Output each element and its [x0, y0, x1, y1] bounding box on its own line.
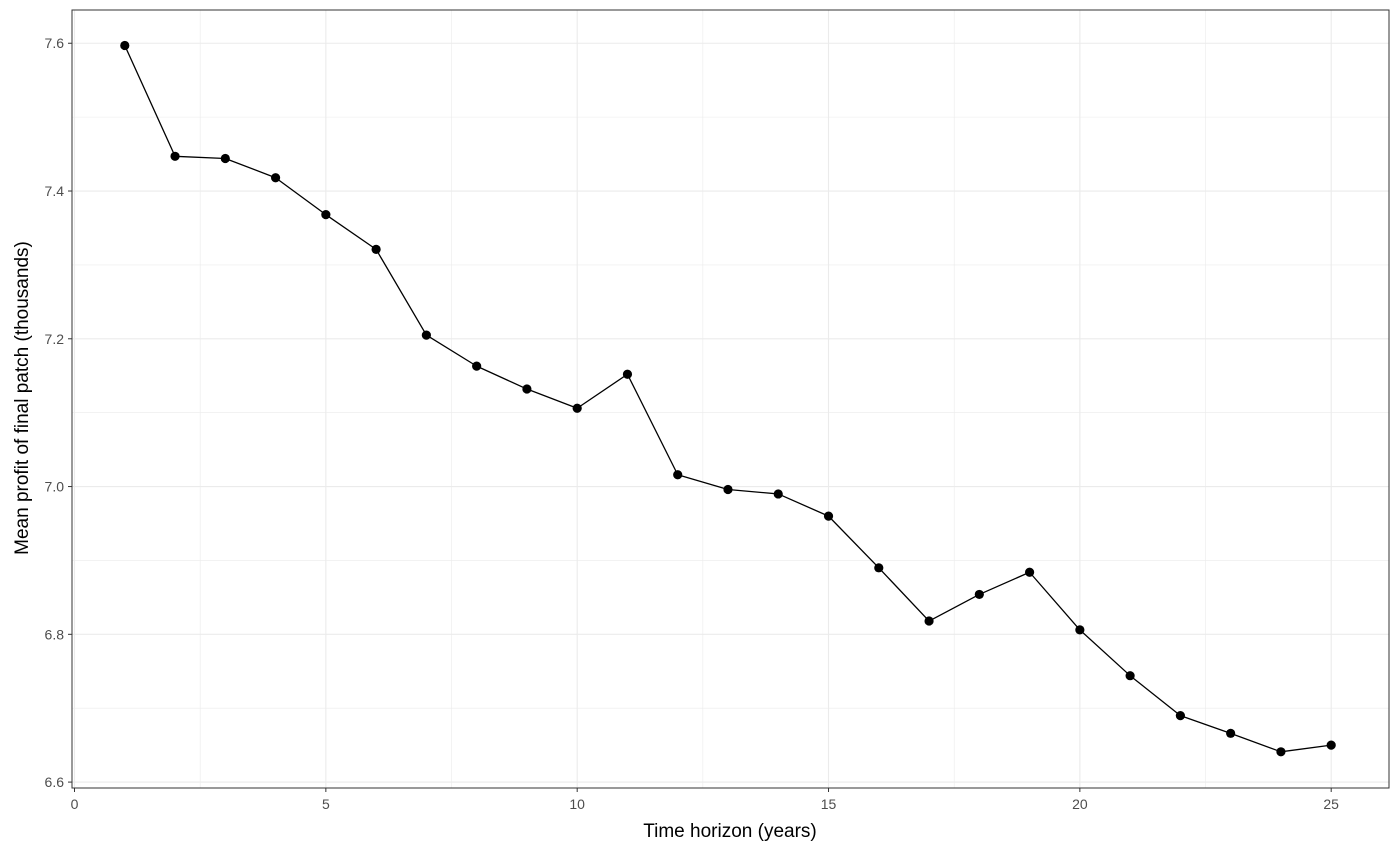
- y-axis-title: Mean profit of final patch (thousands): [12, 241, 33, 555]
- grid-lines: [72, 10, 1389, 788]
- data-point: [522, 384, 532, 394]
- data-point: [924, 616, 934, 626]
- data-point: [1024, 567, 1035, 577]
- data-point: [1326, 740, 1336, 750]
- data-point: [321, 210, 331, 220]
- x-tick-label: 25: [1323, 796, 1339, 812]
- data-point: [874, 563, 884, 573]
- data-point: [421, 330, 431, 340]
- x-tick-label: 20: [1072, 796, 1088, 812]
- data-point: [673, 470, 683, 480]
- data-point: [270, 173, 281, 183]
- y-tick-label: 6.8: [45, 626, 65, 642]
- x-tick-label: 5: [322, 796, 330, 812]
- data-point: [1276, 747, 1286, 757]
- data-point: [1226, 728, 1236, 738]
- data-points: [120, 40, 1336, 757]
- y-tick-label: 7.6: [45, 35, 65, 51]
- data-point: [823, 511, 834, 521]
- x-tick-label: 10: [569, 796, 585, 812]
- y-tick-label: 7.0: [45, 479, 65, 495]
- data-point: [974, 589, 984, 600]
- y-tick-label: 7.2: [45, 331, 65, 347]
- data-point: [1075, 625, 1085, 635]
- data-point: [220, 153, 230, 164]
- data-point: [622, 369, 633, 379]
- x-tick-label: 15: [821, 796, 837, 812]
- data-point: [1125, 671, 1135, 681]
- x-axis-title: Time horizon (years): [643, 821, 817, 842]
- y-tick-label: 7.4: [45, 183, 65, 199]
- data-point: [1175, 710, 1185, 721]
- data-point: [773, 489, 783, 499]
- data-point: [472, 361, 482, 371]
- panel-border: [71, 9, 1390, 789]
- data-point: [723, 484, 733, 495]
- x-tick-label: 0: [71, 796, 79, 812]
- y-tick-label: 6.6: [45, 774, 65, 790]
- data-point: [170, 151, 180, 161]
- y-axis-ticks: 6.6 6.8 7.0 7.2 7.4 7.6: [45, 35, 72, 790]
- data-point: [120, 40, 130, 51]
- x-axis-ticks: 0 5 10 15 20 25: [71, 788, 1339, 812]
- data-point: [572, 403, 582, 413]
- data-point: [371, 244, 381, 254]
